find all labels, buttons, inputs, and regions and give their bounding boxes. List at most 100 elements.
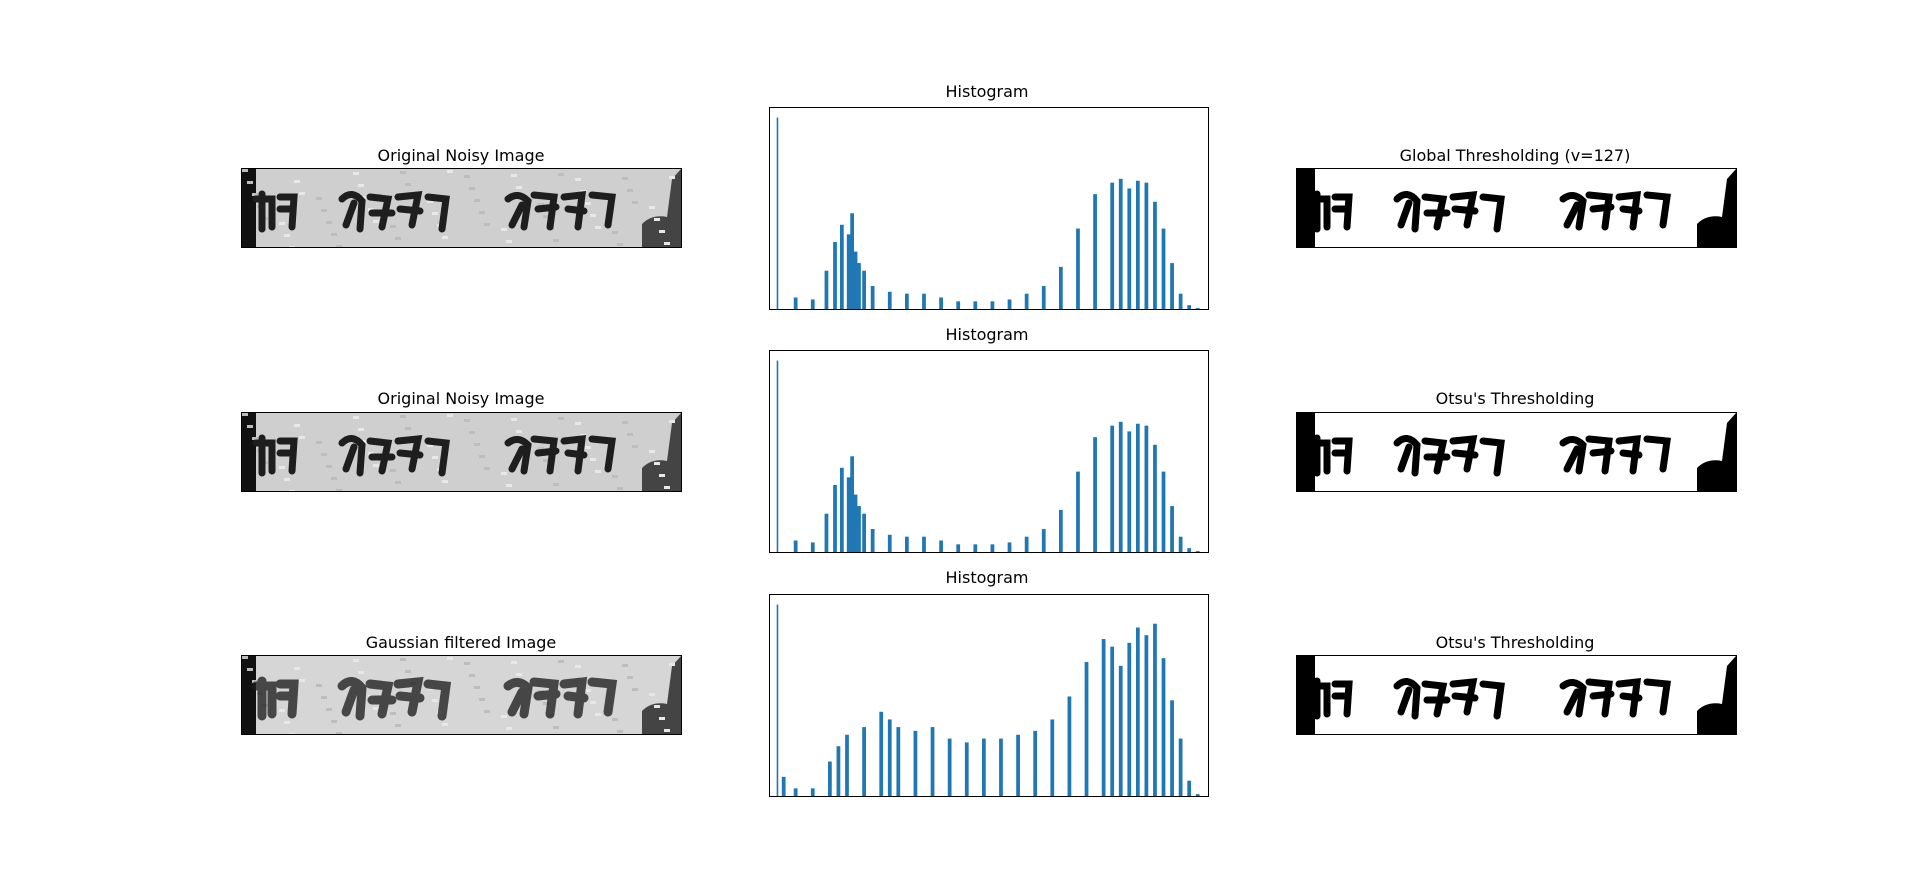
histogram-bar (1067, 696, 1072, 796)
histogram-bar (810, 299, 815, 309)
row2-noisy-image (241, 412, 682, 492)
histogram-bar (1178, 293, 1183, 309)
histogram-bar (939, 540, 943, 552)
histogram-bar (839, 467, 844, 552)
histogram-bar (1153, 623, 1157, 796)
histogram-bar (1007, 299, 1012, 309)
histogram-bar (904, 536, 909, 552)
histogram-bar (990, 544, 995, 552)
histogram-bar (1144, 425, 1149, 552)
histogram-bar (1153, 201, 1157, 309)
histogram-bar (887, 534, 892, 552)
histogram-bar (862, 270, 866, 309)
histogram-bar (1058, 509, 1063, 552)
histogram-bar (1041, 286, 1046, 309)
histogram-bar (922, 293, 926, 309)
histogram-bar (947, 738, 952, 796)
histogram-bar (879, 711, 884, 796)
row1-noisy-image (241, 168, 682, 248)
histogram-bar (793, 788, 798, 796)
histogram-bar (990, 301, 995, 309)
histogram-bar (1170, 506, 1174, 552)
histogram-bar (939, 297, 943, 309)
histogram-bar (1101, 639, 1106, 796)
histogram-bar (1024, 293, 1029, 309)
histogram-bar (793, 540, 798, 552)
histogram-bar (781, 776, 786, 796)
histogram-bar (1153, 444, 1157, 552)
histogram-bar (1076, 471, 1080, 552)
histogram-bar (1118, 665, 1123, 796)
histogram-bar (1170, 700, 1174, 796)
histogram-bar (828, 761, 832, 796)
histogram-bar (776, 360, 779, 552)
histogram-bar (857, 263, 861, 309)
histogram-bar (904, 293, 909, 309)
histogram-bar (964, 742, 969, 796)
histogram-bar (922, 536, 926, 552)
histogram-bar (870, 286, 875, 309)
histogram-bar (853, 494, 858, 552)
row1-right-title: Global Thresholding (v=127) (1399, 146, 1631, 165)
histogram-bar (1187, 780, 1192, 796)
histogram-bar (850, 213, 854, 309)
histogram-bar (1135, 627, 1140, 796)
row2-hist-title: Histogram (945, 325, 1029, 344)
histogram-bar (1170, 263, 1174, 309)
histogram-bar (1093, 437, 1097, 552)
histogram-bar (896, 727, 901, 796)
histogram-bar (1144, 182, 1149, 309)
row1-histogram (769, 107, 1209, 310)
row3-hist-title: Histogram (945, 568, 1029, 587)
histogram-bar (857, 506, 861, 552)
histogram-bar (1195, 308, 1200, 309)
histogram-bar (913, 730, 918, 796)
histogram-bar (887, 719, 892, 796)
histogram-bar (1187, 548, 1192, 552)
histogram-bar (930, 727, 935, 796)
histogram-bar (870, 529, 875, 552)
histogram-bar (1144, 635, 1149, 796)
histogram-bar (1127, 431, 1132, 552)
histogram-bar (1118, 178, 1123, 309)
histogram-bar (1110, 182, 1115, 309)
row1-hist-title: Histogram (945, 82, 1029, 101)
histogram-bar (1084, 662, 1089, 796)
histogram-bar (846, 234, 851, 309)
histogram-bar (999, 738, 1003, 796)
histogram-bar (1110, 646, 1115, 796)
histogram-bar (1118, 421, 1123, 552)
histogram-bar (845, 734, 849, 796)
histogram-bar (1127, 188, 1132, 309)
histogram-bar (1110, 425, 1115, 552)
histogram-bar (956, 544, 961, 552)
histogram-bar (1058, 266, 1063, 309)
histogram-bar (1016, 734, 1020, 796)
histogram-bar (1024, 536, 1029, 552)
histogram-bar (1161, 658, 1166, 796)
histogram-bar (850, 456, 854, 552)
histogram-bar (824, 513, 829, 552)
row3-right-title: Otsu's Thresholding (1435, 633, 1595, 652)
histogram-bar (846, 477, 851, 552)
histogram-bar (1007, 542, 1012, 552)
histogram-bar (1135, 423, 1140, 552)
histogram-bar (1178, 536, 1183, 552)
row3-left-title: Gaussian filtered Image (365, 633, 557, 652)
histogram-bar (1187, 305, 1192, 309)
row3-histogram (769, 594, 1209, 797)
histogram-bar (853, 251, 858, 309)
row2-histogram (769, 350, 1209, 553)
histogram-bar (1033, 730, 1038, 796)
histogram-bar (810, 542, 815, 552)
row2-left-title: Original Noisy Image (377, 389, 545, 408)
histogram-bar (1093, 194, 1097, 309)
histogram-bar (1178, 738, 1183, 796)
histogram-bar (776, 117, 779, 309)
histogram-bar (1195, 551, 1200, 552)
histogram-bar (836, 746, 841, 796)
row2-right-title: Otsu's Thresholding (1435, 389, 1595, 408)
histogram-bar (833, 242, 837, 309)
histogram-bar (839, 224, 844, 309)
histogram-bar (981, 738, 986, 796)
